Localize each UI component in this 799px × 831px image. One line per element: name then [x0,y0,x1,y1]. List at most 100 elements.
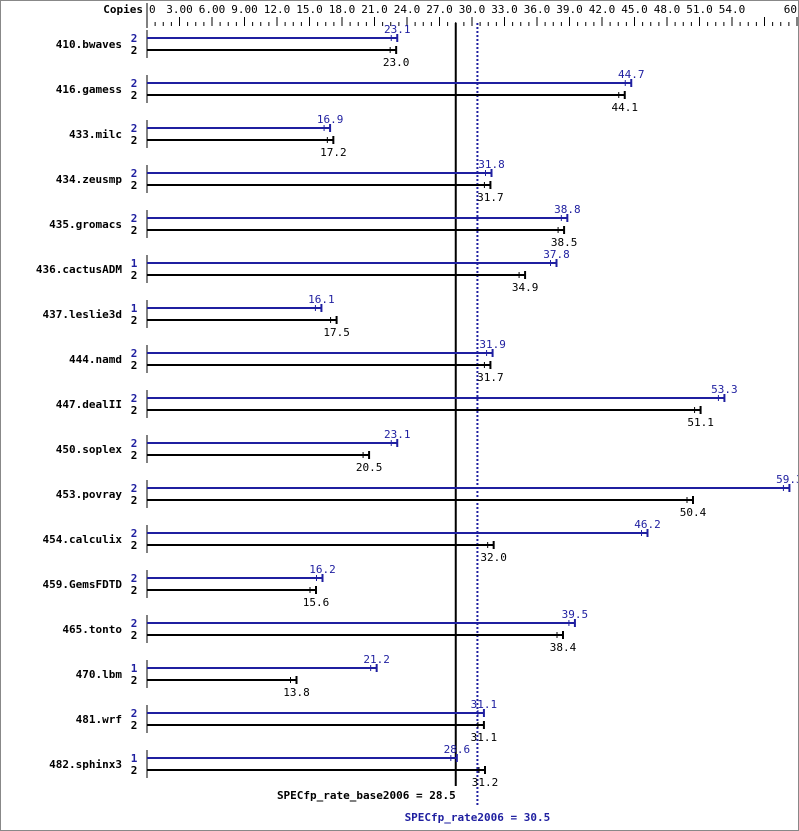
tick-label: 12.0 [264,3,291,16]
peak-copies: 2 [131,572,138,585]
benchmark-label: 437.leslie3d [43,308,122,321]
tick-label: 21.0 [361,3,388,16]
base-copies: 2 [131,629,138,642]
base-copies: 2 [131,494,138,507]
base-value-label: 32.0 [480,551,507,564]
tick-label: 9.00 [231,3,258,16]
peak-value-label: 31.8 [478,158,505,171]
peak-value-label: 38.8 [554,203,581,216]
base-copies: 2 [131,359,138,372]
base-value-label: 31.1 [471,731,498,744]
base-copies: 2 [131,44,138,57]
base-value-label: 15.6 [303,596,330,609]
tick-label: 15.0 [296,3,323,16]
tick-label: 0 [149,3,156,16]
copies-header: Copies [103,3,143,16]
tick-label: 42.0 [589,3,616,16]
peak-copies: 2 [131,437,138,450]
peak-copies: 1 [131,752,138,765]
benchmark-label: 454.calculix [43,533,123,546]
peak-copies: 2 [131,77,138,90]
base-copies: 2 [131,404,138,417]
peak-value-label: 23.1 [384,23,411,36]
base-reference-label: SPECfp_rate_base2006 = 28.5 [277,789,456,802]
peak-copies: 2 [131,707,138,720]
base-copies: 2 [131,269,138,282]
benchmark-label: 436.cactusADM [36,263,122,276]
base-value-label: 38.5 [551,236,578,249]
peak-copies: 2 [131,617,138,630]
base-copies: 2 [131,674,138,687]
base-value-label: 23.0 [383,56,410,69]
tick-label: 39.0 [556,3,583,16]
base-value-label: 20.5 [356,461,383,474]
benchmark-label: 410.bwaves [56,38,122,51]
benchmark-label: 435.gromacs [49,218,122,231]
base-value-label: 31.2 [472,776,499,789]
base-value-label: 17.2 [320,146,347,159]
tick-label: 27.0 [426,3,453,16]
base-value-label: 34.9 [512,281,539,294]
base-value-label: 38.4 [550,641,577,654]
tick-label: 6.00 [199,3,226,16]
base-copies: 2 [131,584,138,597]
benchmark-label: 434.zeusmp [56,173,123,186]
base-value-label: 13.8 [283,686,310,699]
tick-label: 30.0 [459,3,486,16]
tick-label: 33.0 [491,3,518,16]
tick-label: 3.00 [166,3,193,16]
base-value-label: 17.5 [323,326,350,339]
base-copies: 2 [131,539,138,552]
base-copies: 2 [131,764,138,777]
peak-copies: 1 [131,662,138,675]
base-copies: 2 [131,89,138,102]
base-copies: 2 [131,179,138,192]
base-value-label: 31.7 [477,371,504,384]
benchmark-label: 465.tonto [62,623,122,636]
peak-copies: 2 [131,392,138,405]
base-copies: 2 [131,449,138,462]
benchmark-label: 470.lbm [76,668,123,681]
tick-label: 24.0 [394,3,421,16]
peak-value-label: 23.1 [384,428,411,441]
benchmark-label: 433.milc [69,128,122,141]
peak-copies: 2 [131,527,138,540]
base-value-label: 31.7 [477,191,504,204]
base-value-label: 44.1 [612,101,639,114]
peak-value-label: 21.2 [363,653,390,666]
tick-label: 36.0 [524,3,551,16]
benchmark-label: 447.dealII [56,398,122,411]
peak-copies: 2 [131,32,138,45]
base-value-label: 50.4 [680,506,707,519]
peak-value-label: 39.5 [562,608,589,621]
tick-label: 51.0 [686,3,713,16]
peak-copies: 2 [131,167,138,180]
peak-copies: 1 [131,302,138,315]
base-value-label: 51.1 [687,416,714,429]
peak-value-label: 46.2 [634,518,661,531]
peak-value-label: 28.6 [444,743,471,756]
peak-copies: 1 [131,257,138,270]
benchmark-label: 453.povray [56,488,123,501]
benchmark-label: 450.soplex [56,443,123,456]
peak-copies: 2 [131,122,138,135]
peak-copies: 2 [131,482,138,495]
tick-label: 48.0 [654,3,681,16]
tick-label: 45.0 [621,3,648,16]
peak-value-label: 37.8 [543,248,570,261]
peak-value-label: 53.3 [711,383,738,396]
tick-label: 54.0 [719,3,746,16]
peak-value-label: 44.7 [618,68,645,81]
peak-copies: 2 [131,347,138,360]
peak-value-label: 31.9 [479,338,506,351]
peak-value-label: 31.1 [471,698,498,711]
peak-copies: 2 [131,212,138,225]
peak-value-label: 59.3 [776,473,798,486]
peak-value-label: 16.2 [309,563,336,576]
base-copies: 2 [131,719,138,732]
base-copies: 2 [131,134,138,147]
peak-value-label: 16.9 [317,113,344,126]
benchmark-label: 481.wrf [76,713,122,726]
